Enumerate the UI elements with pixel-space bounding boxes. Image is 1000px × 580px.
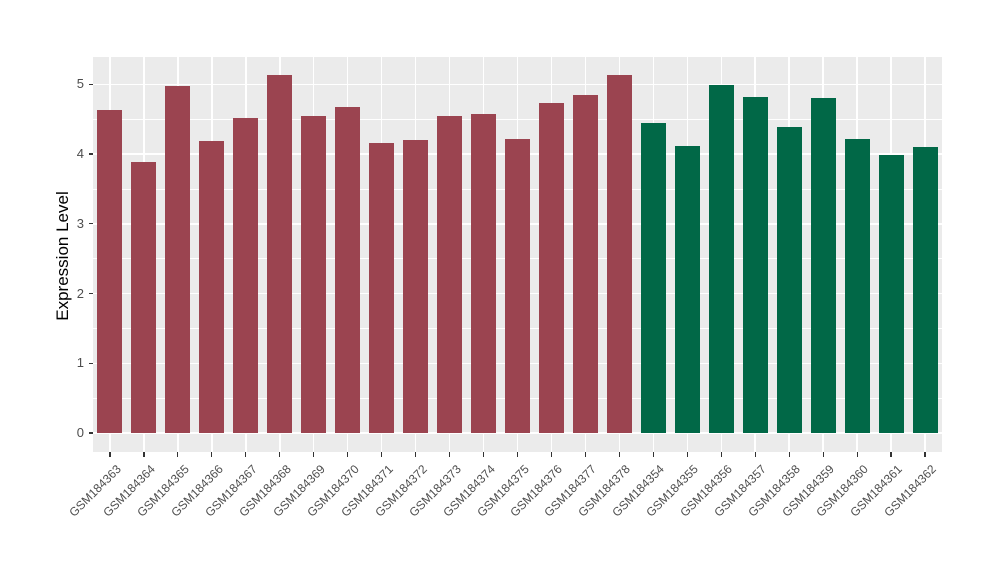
expression-bar [403,140,429,433]
h-minor-gridline [93,118,942,120]
x-tick [211,452,213,457]
x-tick [279,452,281,457]
y-tick-label: 5 [76,76,84,92]
expression-bar [165,86,191,433]
x-tick [177,452,179,457]
expression-bar [776,126,802,433]
y-axis-title: Expression Level [53,191,72,321]
x-tick [788,452,790,457]
y-tick [88,83,93,85]
x-tick [754,452,756,457]
expression-bar [131,161,157,433]
expression-bar [437,116,463,433]
x-tick [550,452,553,457]
x-tick [109,452,111,457]
y-tick-label: 2 [76,285,84,301]
expression-bar [199,141,225,433]
x-tick [822,452,824,457]
y-tick-label: 1 [76,355,84,371]
y-tick [88,362,93,364]
expression-bar [97,110,123,433]
x-tick [618,452,620,457]
x-tick [890,452,892,457]
x-tick [720,452,722,457]
x-tick [381,452,383,457]
x-tick [482,452,485,457]
expression-bar [640,123,666,433]
expression-bar [606,75,632,433]
expression-bar [674,145,700,433]
expression-bar [369,142,395,433]
expression-bar [335,107,361,433]
y-tick-label: 0 [76,425,84,440]
x-tick [686,452,688,457]
expression-bar [878,154,904,433]
y-tick [88,223,93,225]
expression-bar [233,118,259,433]
expression-bar [572,94,598,433]
x-tick [313,452,315,457]
expression-bar [301,116,327,433]
x-tick [347,452,349,457]
expression-bar [471,114,497,433]
y-tick-label: 3 [76,215,84,231]
x-tick [652,452,654,457]
x-tick [415,452,417,457]
y-tick [88,153,93,155]
expression-bar [810,98,836,433]
x-tick [856,452,858,457]
y-tick [88,292,93,295]
y-tick-label: 4 [76,146,84,162]
x-tick [245,452,247,457]
expression-bar [538,103,564,433]
x-tick [143,452,145,457]
y-tick [88,432,93,434]
expression-bar [742,96,768,433]
x-tick [924,452,926,457]
x-tick [448,452,451,457]
x-tick [584,452,586,457]
h-major-gridline [93,83,942,86]
expression-bar [505,138,530,433]
h-major-gridline [93,432,942,434]
expression-bar [267,75,293,433]
expression-bar [708,84,734,433]
expression-bar [844,138,870,433]
x-tick [516,452,519,457]
expression-bar [912,147,938,433]
